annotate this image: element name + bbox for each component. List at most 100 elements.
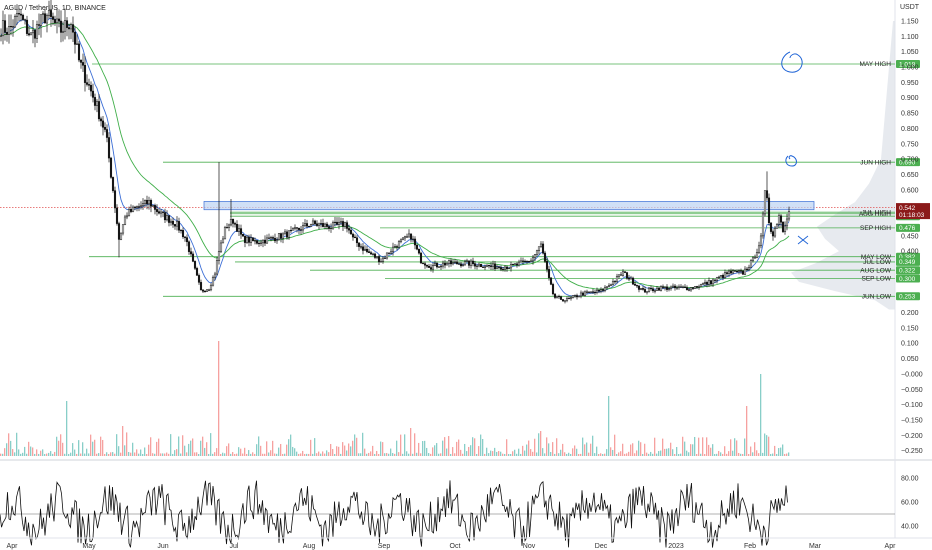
- volume-bar: [70, 452, 72, 456]
- volume-bar: [584, 444, 586, 456]
- volume-bar: [156, 441, 158, 456]
- candle-body: [377, 256, 381, 263]
- volume-bar: [32, 447, 34, 456]
- candle-body: [425, 264, 429, 267]
- candle-body: [559, 296, 563, 300]
- volume-bar: [468, 446, 470, 456]
- volume-bar: [452, 447, 454, 456]
- price-tick: 1.100: [901, 34, 919, 41]
- volume-bar: [332, 448, 334, 456]
- candle-body: [5, 32, 9, 35]
- volume-bar: [754, 442, 756, 456]
- volume-bar: [610, 447, 612, 456]
- candle-body: [405, 236, 409, 238]
- volume-bar: [394, 453, 396, 456]
- candle-body: [317, 223, 321, 226]
- candle-body: [159, 211, 163, 214]
- candle-body: [649, 287, 653, 290]
- volume-bar: [748, 453, 750, 456]
- candle-body: [449, 260, 453, 265]
- candle-body: [499, 267, 503, 270]
- volume-bar: [92, 441, 94, 456]
- candle-body: [203, 290, 207, 293]
- candle-body: [631, 277, 635, 285]
- volume-bar: [96, 453, 98, 456]
- candle-body: [383, 257, 387, 259]
- volume-bar: [74, 449, 76, 456]
- volume-bar: [354, 434, 356, 456]
- candle-body: [613, 281, 617, 283]
- volume-bar: [298, 453, 300, 456]
- volume-bar: [286, 444, 288, 456]
- volume-bar: [218, 341, 220, 456]
- candle-body: [251, 237, 255, 242]
- volume-bar: [284, 453, 286, 456]
- candle-body: [591, 291, 595, 293]
- candle-body: [557, 295, 561, 298]
- volume-bar: [360, 453, 362, 456]
- candle-body: [501, 268, 505, 271]
- candle-body: [583, 291, 587, 296]
- volume-bar: [128, 452, 130, 456]
- volume-bar: [504, 453, 506, 456]
- volume-bar: [160, 453, 162, 456]
- candle-body: [689, 287, 693, 291]
- candle-body: [195, 268, 199, 276]
- volume-bar: [374, 453, 376, 456]
- volume-bar: [318, 451, 320, 456]
- level-price-tag-text: 0.322: [899, 268, 916, 275]
- volume-bar: [532, 451, 534, 456]
- volume-bar: [574, 445, 576, 456]
- candle-body: [497, 266, 501, 268]
- candle-body: [77, 43, 81, 61]
- candle-body: [735, 270, 739, 273]
- volume-bar: [262, 453, 264, 456]
- candle-body: [315, 223, 319, 226]
- candle-body: [213, 273, 217, 278]
- candle-body: [691, 287, 695, 289]
- volume-bar: [136, 449, 138, 456]
- candle-body: [475, 265, 479, 267]
- volume-bar: [548, 443, 550, 456]
- resistance-zone-box: [203, 201, 815, 211]
- candle-body: [1, 20, 5, 37]
- volume-bar: [148, 444, 150, 456]
- candle-body: [107, 137, 111, 159]
- volume-bar: [448, 436, 450, 456]
- candle-body: [91, 90, 95, 98]
- candle-body: [707, 280, 711, 285]
- volume-bar: [450, 453, 452, 456]
- volume-bar: [770, 453, 772, 456]
- candle-body: [97, 101, 101, 120]
- volume-bar: [376, 450, 378, 456]
- candle-body: [223, 227, 227, 240]
- candle-body: [367, 251, 371, 253]
- candle-body: [407, 233, 411, 238]
- candle-body: [341, 221, 345, 227]
- volume-bar: [340, 453, 342, 456]
- candle-body: [371, 253, 375, 255]
- candle-body: [615, 276, 619, 282]
- candle-body: [59, 20, 63, 33]
- candle-body: [461, 264, 465, 267]
- price-axis[interactable]: 1.150 1.100 1.050 1.000 0.950 0.900 0.850 0.800…: [901, 19, 923, 531]
- volume-bar: [740, 453, 742, 456]
- candle-body: [21, 14, 25, 20]
- candle-body: [103, 127, 107, 130]
- volume-bar: [760, 374, 762, 456]
- volume-bar: [338, 446, 340, 456]
- volume-bar: [398, 452, 400, 456]
- candle-body: [685, 287, 689, 290]
- volume-bar: [372, 445, 374, 456]
- candle-body: [113, 190, 117, 209]
- candle-body: [699, 284, 703, 288]
- candle-body: [363, 248, 367, 251]
- time-axis[interactable]: Apr May Jun Jul Aug Sep Oct Nov Dec 2023 Feb Mar Apr: [0, 537, 932, 550]
- candle-body: [489, 265, 493, 267]
- volume-bar: [708, 444, 710, 456]
- volume-bar: [112, 452, 114, 456]
- candle-body: [483, 266, 487, 268]
- candle-body: [703, 282, 707, 284]
- candle-body: [71, 24, 75, 33]
